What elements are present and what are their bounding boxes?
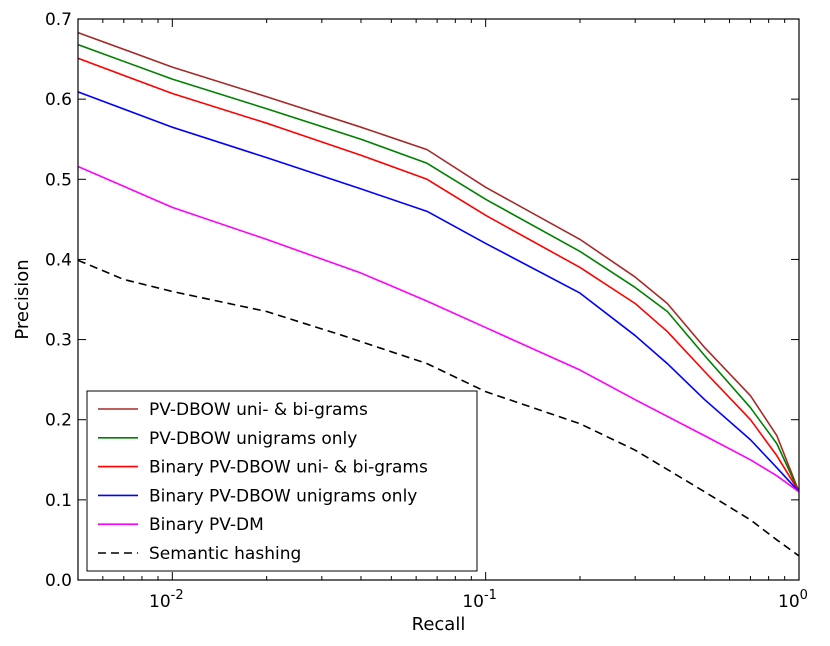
x-axis-label: Recall: [412, 614, 466, 635]
y-tick-label-6: 0.6: [45, 90, 72, 110]
y-tick-label-4: 0.4: [45, 250, 72, 270]
legend-label-5: Semantic hashing: [149, 544, 301, 564]
x-tick-exponent-1: -1: [484, 588, 497, 603]
x-tick-exponent-2: 0: [800, 588, 808, 603]
x-tick-label-2: 100: [778, 588, 808, 612]
plot-frame: [77, 18, 800, 581]
y-axis-label: Precision: [12, 259, 33, 339]
y-tick-label-7: 0.7: [45, 10, 72, 30]
legend-box: [86, 390, 478, 572]
series-line-4: [78, 165, 799, 493]
series-line-3: [78, 91, 799, 493]
y-tick-label-0: 0.0: [45, 571, 72, 591]
legend-label-4: Binary PV-DM: [149, 515, 264, 535]
series-line-5: [78, 259, 799, 557]
y-tick-label-3: 0.3: [45, 331, 72, 351]
y-tick-label-5: 0.5: [45, 170, 72, 190]
series-line-0: [78, 31, 799, 493]
legend: PV-DBOW uni- & bi-grams PV-DBOW unigrams …: [86, 390, 478, 572]
x-tick-label-0: 10-2: [149, 588, 184, 612]
series-line-1: [78, 43, 799, 493]
legend-label-3: Binary PV-DBOW unigrams only: [149, 486, 417, 506]
legend-label-0: PV-DBOW uni- & bi-grams: [149, 400, 368, 420]
series-line-2: [78, 57, 799, 493]
legend-label-2: Binary PV-DBOW uni- & bi-grams: [149, 458, 428, 478]
y-tick-label-2: 0.2: [45, 411, 72, 431]
x-tick-label-1: 10-1: [462, 588, 497, 612]
x-tick-exponent-0: -2: [171, 588, 184, 603]
legend-label-1: PV-DBOW unigrams only: [149, 429, 357, 449]
y-tick-label-1: 0.1: [45, 491, 72, 511]
